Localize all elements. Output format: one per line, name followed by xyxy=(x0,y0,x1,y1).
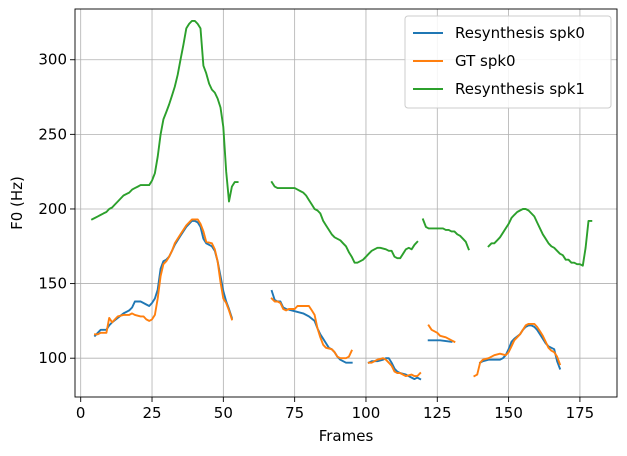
y-tick-label: 250 xyxy=(38,125,67,143)
series-line-3 xyxy=(421,218,470,251)
x-tick-label: 100 xyxy=(352,404,381,422)
legend-label: GT spk0 xyxy=(455,52,516,70)
series-line-3 xyxy=(270,180,419,264)
series-line-2 xyxy=(270,297,353,360)
series-line-2 xyxy=(427,324,456,344)
series-line-3 xyxy=(487,208,593,267)
series-line-2 xyxy=(367,357,422,378)
x-tick-label: 50 xyxy=(214,404,233,422)
x-tick-label: 0 xyxy=(76,404,86,422)
legend-label: Resynthesis spk1 xyxy=(455,80,585,98)
y-tick-label: 300 xyxy=(38,51,67,69)
series-line-1 xyxy=(367,357,422,381)
series-line-2 xyxy=(473,322,562,378)
legend: Resynthesis spk0 GT spk0 Resynthesis spk1 xyxy=(404,15,612,109)
y-axis-label: F0 (Hz) xyxy=(8,176,26,230)
series-line-3 xyxy=(90,19,239,221)
x-axis-label: Frames xyxy=(319,427,374,445)
series-line-1 xyxy=(427,339,453,343)
series-line-2 xyxy=(94,218,234,336)
axis-ticks: 0 25 50 75 100 125 150 175 100 150 200 250 300 xyxy=(38,51,594,422)
x-tick-label: 150 xyxy=(494,404,523,422)
legend-box xyxy=(404,15,612,109)
series-lines xyxy=(90,19,593,381)
y-tick-label: 100 xyxy=(38,349,67,367)
y-tick-label: 150 xyxy=(38,275,67,293)
x-tick-label: 125 xyxy=(423,404,452,422)
x-tick-label: 25 xyxy=(142,404,161,422)
y-tick-label: 200 xyxy=(38,200,67,218)
x-tick-label: 75 xyxy=(285,404,304,422)
legend-label: Resynthesis spk0 xyxy=(455,24,585,42)
plot-frame xyxy=(74,8,618,398)
x-tick-label: 175 xyxy=(566,404,595,422)
